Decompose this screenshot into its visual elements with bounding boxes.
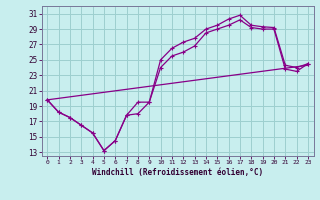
X-axis label: Windchill (Refroidissement éolien,°C): Windchill (Refroidissement éolien,°C) <box>92 168 263 177</box>
